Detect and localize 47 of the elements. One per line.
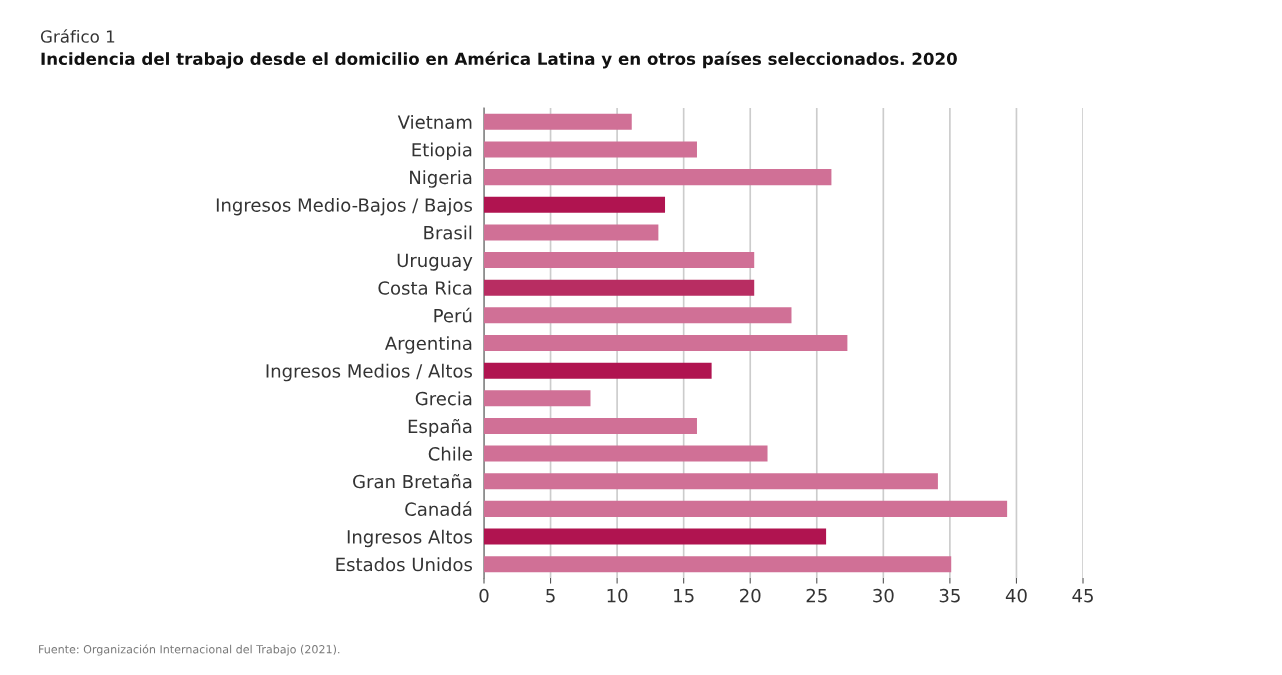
x-tick-label: 15 bbox=[674, 588, 694, 603]
bar bbox=[484, 224, 659, 241]
x-tick-label: 30 bbox=[873, 588, 894, 603]
y-tick-label: Ingresos Altos bbox=[347, 529, 473, 548]
x-tick-label: 25 bbox=[806, 588, 827, 603]
chart-title: Incidencia del trabajo desde el domicilio en América Latina y en otros países seleccionados. 2020 bbox=[41, 51, 957, 69]
x-tick-label: 35 bbox=[939, 588, 960, 603]
y-tick-label: Perú bbox=[434, 307, 472, 323]
y-tick-label: Costa Rica bbox=[378, 280, 472, 295]
bar bbox=[484, 334, 848, 352]
bar bbox=[484, 307, 792, 324]
y-tick-label: Grecia bbox=[415, 391, 472, 406]
y-tick-label: Estados Unidos bbox=[336, 557, 473, 572]
y-tick-label: Argentina bbox=[384, 336, 472, 354]
y-tick-label: Ingresos Medio-Bajos / Bajos bbox=[216, 197, 472, 216]
bar bbox=[484, 473, 938, 490]
y-tick-label: Vietnam bbox=[397, 114, 472, 129]
x-tick-label: 5 bbox=[546, 588, 555, 603]
bar bbox=[484, 141, 697, 158]
bar bbox=[484, 362, 712, 379]
bar bbox=[484, 113, 632, 130]
text: Gráfico 1 bbox=[40, 29, 115, 43]
bar bbox=[484, 556, 952, 573]
bar bbox=[484, 279, 755, 296]
y-tick-label: Chile bbox=[428, 446, 472, 461]
y-tick-label: Brasil bbox=[424, 225, 472, 240]
y-tick-label: Nigeria bbox=[410, 170, 472, 188]
x-tick-label: 0 bbox=[479, 588, 489, 603]
y-tick-label: España bbox=[408, 418, 472, 437]
bar bbox=[484, 196, 666, 213]
source-note: Fuente: Organización Internacional del Trabajo (2021). bbox=[39, 644, 340, 656]
x-tick-label: 40 bbox=[1005, 588, 1027, 603]
y-tick-label: Gran Bretaña bbox=[353, 474, 472, 489]
bar bbox=[484, 500, 1008, 517]
bar bbox=[484, 390, 591, 407]
y-tick-label: Uruguay bbox=[397, 253, 473, 271]
bar bbox=[484, 417, 697, 434]
bar bbox=[484, 252, 755, 269]
x-tick-label: 20 bbox=[740, 588, 761, 603]
bar bbox=[484, 528, 827, 545]
bar bbox=[484, 445, 768, 462]
y-tick-label: Canadá bbox=[405, 501, 472, 516]
bar bbox=[484, 169, 832, 186]
y-tick-label: Ingresos Medios / Altos bbox=[266, 363, 473, 382]
x-tick-label: 45 bbox=[1072, 588, 1093, 603]
y-tick-label: Etiopia bbox=[412, 142, 472, 161]
x-tick-label: 10 bbox=[607, 588, 628, 603]
